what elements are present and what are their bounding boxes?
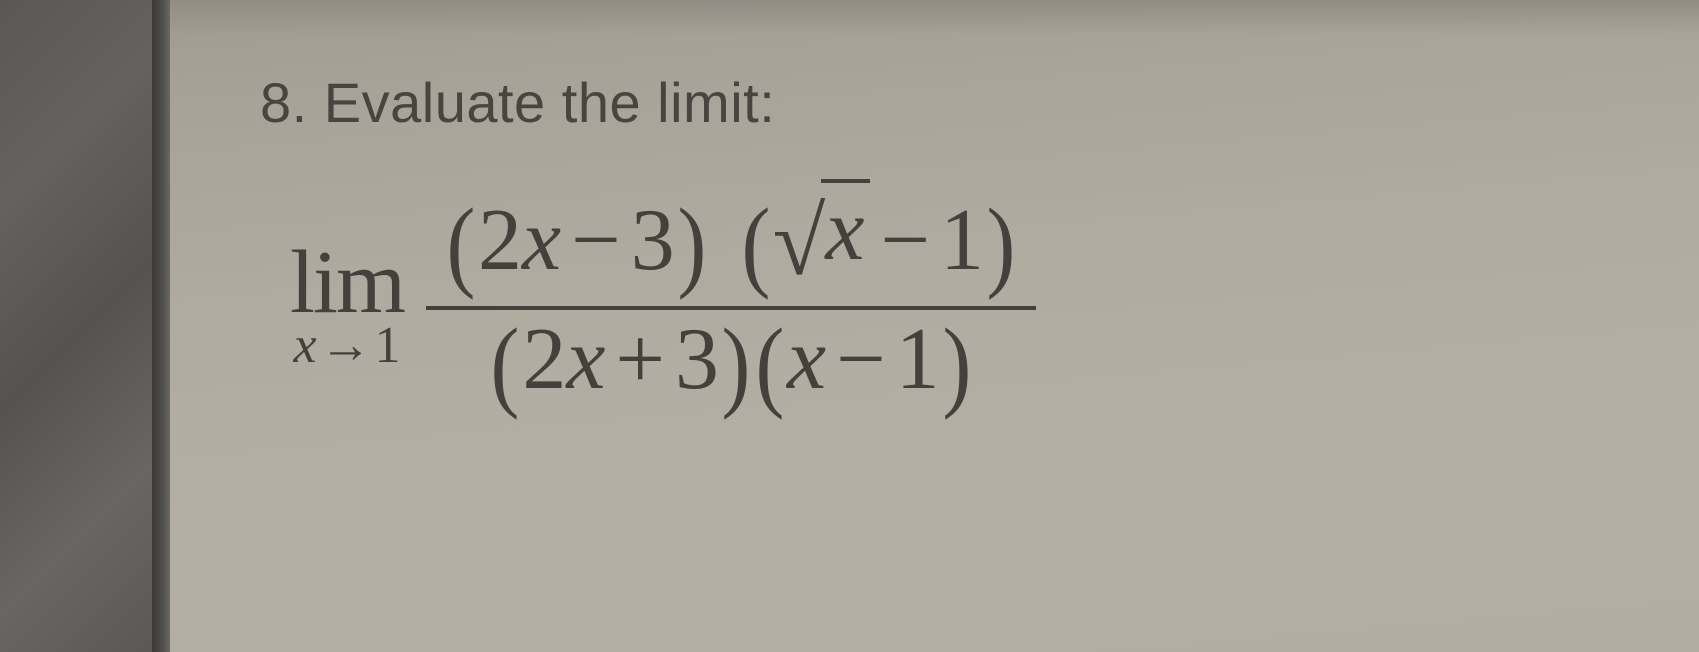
paren-close: ) xyxy=(987,191,1016,298)
limit-variable: x xyxy=(293,317,316,374)
sqrt: √x xyxy=(773,189,871,299)
paren-open: ( xyxy=(741,191,770,298)
den-f1-const: 3 xyxy=(675,311,719,408)
denominator: (2x+3)(x−1) xyxy=(470,310,991,425)
paren-open: ( xyxy=(447,191,476,298)
paren-close: ) xyxy=(677,191,706,298)
textbook-page: 8. Evaluate the limit: lim x→1 (2x−3) (√… xyxy=(170,0,1699,652)
arrow-icon: → xyxy=(320,320,372,372)
problem-number: 8. xyxy=(260,71,308,134)
paren-close: ) xyxy=(942,311,971,418)
limit-expression: lim x→1 (2x−3) (√x−1) (2x+3)(x−1) xyxy=(290,185,1599,426)
limit-subscript: x→1 xyxy=(293,320,400,372)
lim-word: lim xyxy=(290,238,404,328)
paren-open: ( xyxy=(491,311,520,418)
radical-icon: √ xyxy=(773,192,826,293)
minus-op: − xyxy=(571,192,621,289)
paren-open: ( xyxy=(756,311,785,418)
radicand-var: x xyxy=(825,182,864,279)
problem-prompt: 8. Evaluate the limit: xyxy=(260,70,1599,135)
den-f2-const: 1 xyxy=(896,311,940,408)
num-f1-coef: 2 xyxy=(478,192,522,289)
problem-text: Evaluate the limit: xyxy=(324,71,775,134)
numerator: (2x−3) (√x−1) xyxy=(426,185,1036,306)
minus-op: − xyxy=(880,192,930,289)
limit-operator: lim x→1 xyxy=(290,238,404,372)
den-f1-coef: 2 xyxy=(522,311,566,408)
minus-op: − xyxy=(836,311,886,408)
den-f1-var: x xyxy=(566,311,605,408)
photo-background-margin xyxy=(0,0,170,652)
plus-op: + xyxy=(615,311,665,408)
den-f2-var: x xyxy=(787,311,826,408)
num-f2-const: 1 xyxy=(940,192,984,289)
num-f1-const: 3 xyxy=(631,192,675,289)
limit-value: 1 xyxy=(375,317,401,374)
num-f1-var: x xyxy=(522,192,561,289)
paren-close: ) xyxy=(722,311,751,418)
fraction: (2x−3) (√x−1) (2x+3)(x−1) xyxy=(426,185,1036,426)
